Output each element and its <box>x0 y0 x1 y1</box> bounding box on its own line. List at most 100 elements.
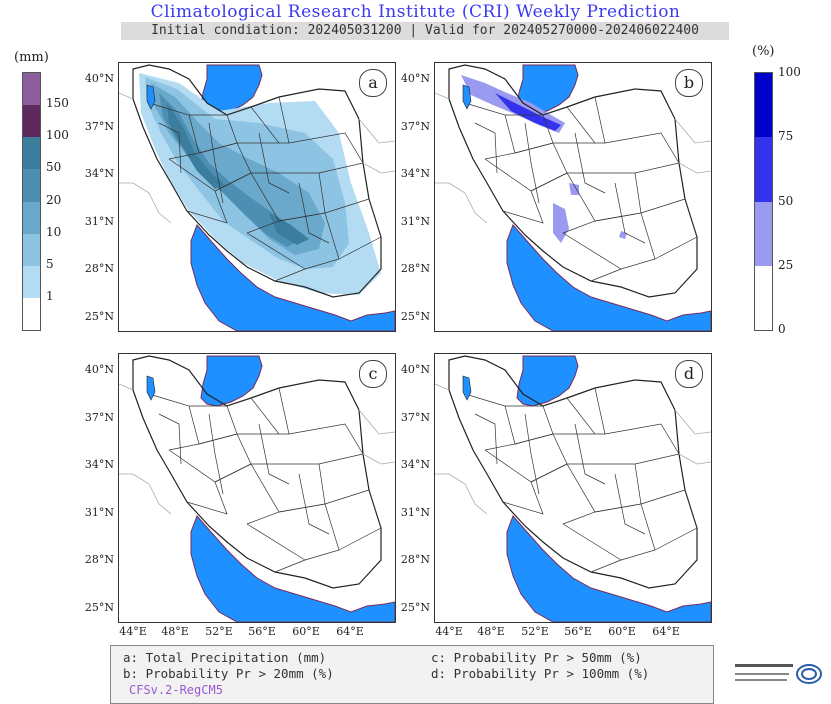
legend-d: d: Probability Pr > 100mm (%) <box>431 666 650 681</box>
colorbar-left-label: 100 <box>46 128 69 143</box>
colorbar-right-swatch <box>755 265 772 330</box>
lat-tick-label: 31°N <box>400 215 430 228</box>
province-border <box>198 433 252 483</box>
province-border <box>604 423 680 465</box>
neighbor-border <box>435 92 450 100</box>
province-border <box>474 122 498 174</box>
province-border <box>278 503 340 561</box>
province-border <box>258 423 290 485</box>
colorbar-right-swatch <box>755 73 772 138</box>
province-border <box>505 405 554 445</box>
precip-contour <box>151 83 325 255</box>
neighbor-border <box>119 473 172 515</box>
lon-tick-label: 64°E <box>336 625 364 638</box>
lat-tick-label: 37°N <box>84 411 114 424</box>
lat-tick-label: 40°N <box>400 363 430 376</box>
colorbar-left-swatch <box>23 265 40 298</box>
persian-gulf <box>190 515 395 622</box>
lake-urmia <box>462 84 472 110</box>
colorbar-left-swatch <box>23 169 40 202</box>
neighbor-border <box>674 409 711 435</box>
province-border <box>594 96 606 144</box>
lat-tick-label: 28°N <box>84 553 114 566</box>
neighbor-border <box>362 162 395 174</box>
lon-tick-label: 44°E <box>119 625 147 638</box>
province-border <box>246 232 306 282</box>
province-border <box>514 433 568 483</box>
colorbar-left-label: 10 <box>46 224 62 239</box>
lat-tick-label: 25°N <box>84 310 114 323</box>
caspian-sea <box>200 355 263 407</box>
persian-gulf <box>506 224 711 331</box>
caspian-sea <box>516 64 579 116</box>
province-border <box>298 473 330 535</box>
colorbar-left-swatch <box>23 297 40 330</box>
precip-contour <box>553 203 569 243</box>
lon-tick-label: 48°E <box>161 625 189 638</box>
colorbar-left-label: 150 <box>46 96 69 111</box>
colorbar-left-label: 50 <box>46 160 62 175</box>
colorbar-left-swatch <box>23 201 40 234</box>
lat-tick-label: 28°N <box>400 262 430 275</box>
province-border <box>530 463 596 525</box>
lat-tick-label: 34°N <box>400 458 430 471</box>
province-border <box>640 198 698 260</box>
map-d <box>435 355 711 622</box>
map-panel-d: d <box>434 353 712 623</box>
province-border <box>524 122 540 204</box>
precip-contour <box>569 183 579 195</box>
precip-contour <box>619 231 627 239</box>
province-border <box>594 503 656 561</box>
province-border <box>298 182 330 244</box>
precip-contour <box>159 93 301 247</box>
colorbar-right-label: 25 <box>778 257 794 272</box>
neighbor-border <box>119 92 134 100</box>
lon-tick-label: 60°E <box>608 625 636 638</box>
province-border <box>168 158 228 224</box>
province-border <box>148 393 200 451</box>
lon-tick-label: 48°E <box>477 625 505 638</box>
province-border <box>614 182 646 244</box>
colorbar-left-label: 20 <box>46 192 62 207</box>
province-border <box>208 122 224 204</box>
province-border <box>208 413 224 495</box>
lat-tick-label: 40°N <box>84 72 114 85</box>
persian-gulf <box>190 224 395 331</box>
neighbor-border <box>678 162 711 174</box>
province-border <box>226 397 280 435</box>
lat-tick-label: 25°N <box>84 601 114 614</box>
province-border <box>474 413 498 465</box>
panel-label-d: d <box>675 360 703 388</box>
lon-tick-label: 56°E <box>248 625 276 638</box>
province-border <box>640 489 698 551</box>
colorbar-left-swatch <box>23 233 40 266</box>
province-border <box>524 413 540 495</box>
country-border <box>132 64 382 298</box>
map-c <box>119 355 395 622</box>
province-border <box>278 212 340 270</box>
province-border <box>594 212 656 270</box>
legend-b: b: Probability Pr > 20mm (%) <box>123 666 334 681</box>
neighbor-border <box>119 383 134 391</box>
lake-urmia <box>146 84 156 110</box>
colorbar-right-label: 0 <box>778 322 786 336</box>
province-border <box>567 463 642 513</box>
lake-urmia <box>462 375 472 401</box>
province-border <box>251 463 326 513</box>
country-border <box>448 355 698 589</box>
forecast-subtitle: Initial condiation: 202405031200 | Valid… <box>121 22 729 40</box>
institute-logo-icon <box>735 664 822 684</box>
map-panel-c: c <box>118 353 396 623</box>
lat-tick-label: 37°N <box>400 411 430 424</box>
province-border <box>148 102 200 160</box>
neighbor-border <box>678 453 711 465</box>
panel-label-b: b <box>675 69 703 97</box>
lon-tick-label: 52°E <box>521 625 549 638</box>
lat-tick-label: 31°N <box>400 506 430 519</box>
province-border <box>514 142 568 192</box>
province-border <box>484 158 544 224</box>
colorbar-left-swatch <box>23 137 40 170</box>
province-border <box>246 523 306 573</box>
neighbor-border <box>435 383 450 391</box>
country-border <box>448 64 698 298</box>
